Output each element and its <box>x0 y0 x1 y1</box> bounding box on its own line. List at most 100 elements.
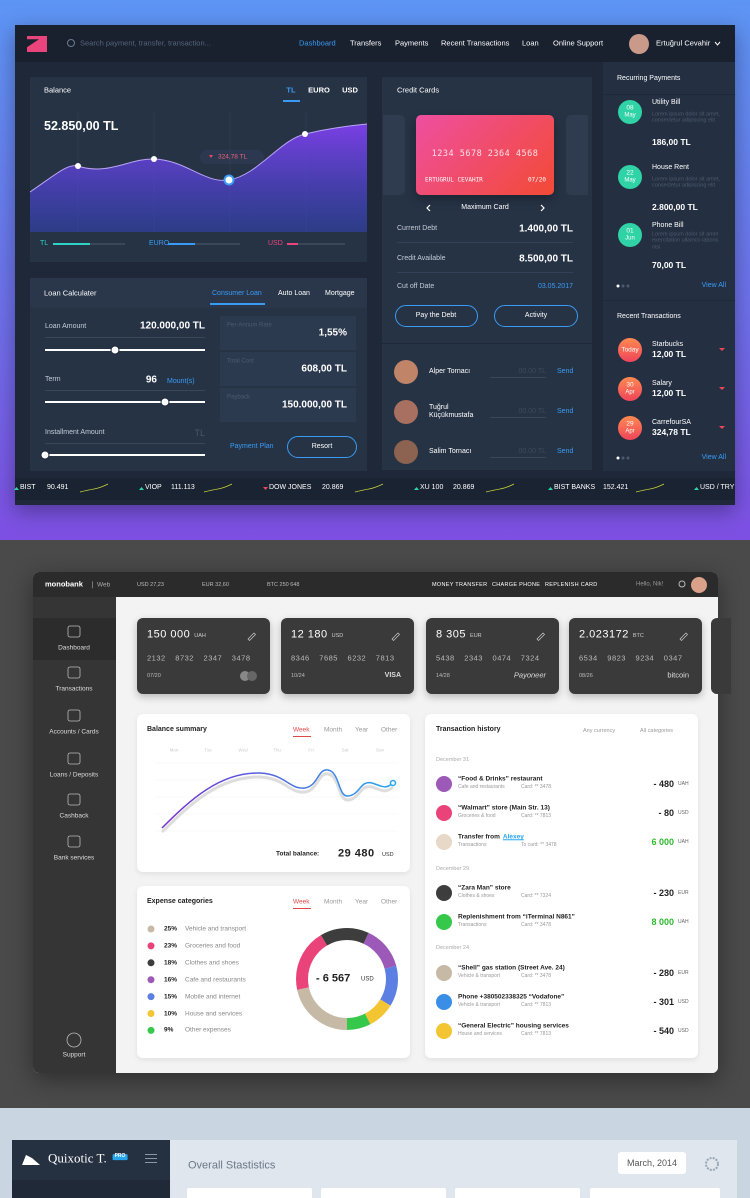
search-input[interactable]: Search payment, transfer, transaction... <box>80 38 211 48</box>
term-unit[interactable]: Mount(s) <box>167 377 195 385</box>
nav-link[interactable]: Loan <box>522 38 539 48</box>
filter-dropdown[interactable]: Any currency <box>583 727 616 734</box>
send-link[interactable]: Send <box>557 447 574 455</box>
send-link[interactable]: Send <box>557 367 574 375</box>
nav-link[interactable]: Payments <box>395 38 429 48</box>
sidebar-link[interactable]: Bank services <box>53 854 95 862</box>
exchange-rate: USD 27,23 <box>137 581 164 588</box>
header-action[interactable]: MONEY TRANSFER <box>432 581 488 588</box>
ticker-name: USD / TRY <box>700 483 735 491</box>
nav-link[interactable]: Dashboard <box>299 38 336 48</box>
transaction-title: “Zara Man” store <box>458 884 511 892</box>
greeting: Hello, Nik! <box>636 581 664 588</box>
day-label: Fri <box>308 747 314 753</box>
header-action[interactable]: REPLENISH CARD <box>545 581 598 588</box>
ticker-name: BIST BANKS <box>554 483 596 491</box>
sidebar-link[interactable]: Accounts / Cards <box>49 728 99 736</box>
currency-tab[interactable]: EURO <box>308 85 330 95</box>
send-link[interactable]: Send <box>557 407 574 415</box>
transaction-title: Phone +380502338325 “Vodafone” <box>458 993 565 1001</box>
badge-month: May <box>624 112 636 119</box>
credit-card <box>416 115 554 195</box>
ticker-value: 90.491 <box>47 483 69 491</box>
view-all-link[interactable]: View All <box>701 453 726 461</box>
contact-name: Tuğrul Küçükmustafa <box>429 403 474 419</box>
field-label: Loan Amount <box>45 322 87 330</box>
loan-tab[interactable]: Consumer Loan <box>212 289 262 297</box>
period-tab[interactable]: Month <box>324 898 343 906</box>
result-value: 150.000,00 TL <box>281 399 347 411</box>
transaction-card: Card: ** 7813 <box>521 813 552 820</box>
filter-dropdown[interactable]: All categories <box>640 727 674 734</box>
transaction-category: House and services <box>458 1031 502 1038</box>
nav-link[interactable]: Transfers <box>350 38 382 48</box>
transaction-category: Vehicle & transport <box>458 973 500 980</box>
transaction-title: “General Electric” housing services <box>458 1022 569 1030</box>
period-tab[interactable]: Other <box>381 898 398 906</box>
button-label: Pay the Debt <box>415 311 457 319</box>
panel-title: Credit Cards <box>397 85 440 95</box>
date-picker[interactable] <box>618 1152 686 1174</box>
transaction-amount: 6 000 <box>651 836 674 847</box>
sidebar-link[interactable]: Dashboard <box>58 644 90 652</box>
loan-tab[interactable]: Mortgage <box>325 289 355 297</box>
tab-underline <box>293 736 311 737</box>
sender-link[interactable]: Alexey <box>502 833 524 841</box>
contact-name: Alper Tornacı <box>429 367 471 375</box>
activity-button[interactable] <box>494 305 578 327</box>
bank-card[interactable] <box>137 618 270 694</box>
bank-card[interactable] <box>569 618 702 694</box>
period-tab[interactable]: Week <box>293 898 310 906</box>
card-number: 2132 8732 2347 3478 <box>147 653 251 663</box>
loan-header <box>30 278 367 308</box>
transaction-amount: - 230 <box>653 887 674 898</box>
nav-link[interactable]: Online Support <box>553 38 604 48</box>
payment-plan-link[interactable]: Payment Plan <box>230 442 274 450</box>
card-number: 6534 9823 9234 0347 <box>579 653 683 663</box>
slider-track <box>45 349 205 351</box>
currency-tab[interactable]: USD <box>342 85 358 95</box>
legend-label: EURO <box>149 239 170 247</box>
panel-title: Recurring Payments <box>617 74 681 82</box>
sidebar-link[interactable]: Cashback <box>59 812 89 820</box>
date-header: December 31 <box>436 756 470 763</box>
bank-card[interactable] <box>426 618 559 694</box>
card-balance: 12 180 <box>291 628 328 641</box>
amount-underline <box>490 417 546 418</box>
transaction-category: Cafe and restaurants <box>458 784 505 791</box>
period-tab[interactable]: Other <box>381 726 398 734</box>
contact-name: Salim Tornacı <box>429 447 472 455</box>
card-number: 5438 2343 0474 7324 <box>436 653 540 663</box>
transaction-currency: UAH <box>678 839 689 846</box>
period-tab[interactable]: Month <box>324 726 343 734</box>
period-tab[interactable]: Week <box>293 726 310 734</box>
payment-note: Lorem ipsum dolor sit amet, consectetur … <box>652 176 720 189</box>
panel-title: Loan Calculater <box>44 288 97 298</box>
period-tab[interactable]: Year <box>355 726 369 734</box>
menu-line <box>145 1158 157 1159</box>
sidebar-link[interactable]: Transactions <box>55 685 93 693</box>
sidebar-link[interactable]: Support <box>62 1051 86 1059</box>
card-balance: 150 000 <box>147 628 191 641</box>
expense-name: Mobile and internet <box>185 992 241 1000</box>
bank-card[interactable] <box>281 618 414 694</box>
period-tab[interactable]: Year <box>355 898 369 906</box>
user-name[interactable]: Ertuğrul Cevahir <box>656 38 711 48</box>
date-label: March, 2014 <box>626 1157 678 1168</box>
view-all-link[interactable]: View All <box>701 281 726 289</box>
payment-name: Phone Bill <box>652 221 684 229</box>
total-label: Total balance: <box>276 850 320 858</box>
pay-button[interactable] <box>395 305 478 327</box>
card-title: Transaction history <box>436 725 501 733</box>
transaction-amount: - 540 <box>653 1025 674 1036</box>
sidebar-link[interactable]: Loans / Deposits <box>49 771 99 779</box>
card-number: 8346 7685 6232 7813 <box>291 653 395 663</box>
payment-note: Lorem ipsum dolor sit amet exercitation … <box>652 231 719 251</box>
nav-link[interactable]: Recent Transactions <box>441 38 510 48</box>
stat-card <box>187 1188 312 1198</box>
resort-button[interactable] <box>287 436 357 458</box>
currency-tab[interactable]: TL <box>286 85 296 95</box>
header-action[interactable]: CHARGE PHONE <box>492 581 541 588</box>
loan-tab[interactable]: Auto Loan <box>278 289 310 297</box>
transaction-category: Groceries & food <box>458 813 496 820</box>
